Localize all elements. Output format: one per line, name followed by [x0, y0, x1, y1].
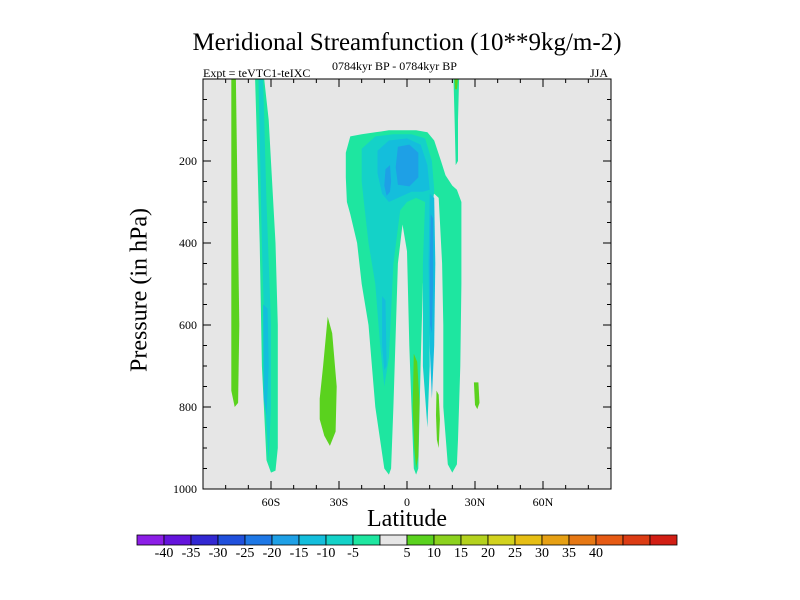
colorbar-label: 30 [535, 546, 549, 561]
colorbar-box [136, 534, 165, 546]
colorbar-box [541, 534, 570, 546]
colorbar-label: -40 [154, 546, 174, 561]
contour-region-sh-midlat-minus15 [263, 304, 269, 416]
season-label: JJA [590, 66, 609, 80]
colorbar-box [406, 534, 435, 546]
colorbar-label: 20 [481, 546, 495, 561]
colorbar-box [325, 534, 354, 546]
contour-region-tropics-minus20 [395, 144, 419, 187]
colorbar-box [298, 534, 327, 546]
y-tick-label: 1000 [173, 482, 197, 496]
colorbar-label: -25 [235, 546, 255, 561]
y-tick-label: 400 [179, 236, 197, 250]
colorbar-label: -15 [289, 546, 309, 561]
colorbar-box [271, 534, 300, 546]
colorbar-box [379, 534, 408, 546]
x-tick-label: 60N [533, 495, 554, 509]
colorbar-label: 10 [427, 546, 441, 561]
y-tick-label: 200 [179, 154, 197, 168]
colorbar-box [649, 534, 678, 546]
x-tick-label: 0 [404, 495, 410, 509]
colorbar-box [244, 534, 273, 546]
contour-region-nh-upper-plus5 [454, 79, 458, 90]
y-tick-label: 600 [179, 318, 197, 332]
colorbar-label: 25 [508, 546, 522, 561]
contour-region-trop-vertical-minus20 [429, 214, 434, 334]
colorbar-label: -20 [262, 546, 282, 561]
colorbar-label: -35 [181, 546, 201, 561]
period-label: 0784kyr BP - 0784kyr BP [332, 59, 457, 73]
colorbar-label: 5 [403, 546, 411, 561]
colorbar-box [217, 534, 246, 546]
colorbar-label: -10 [316, 546, 336, 561]
contour-region-tropics-minus20-sw [384, 165, 392, 196]
contour-region-nh-30n-plus5 [473, 382, 480, 410]
colorbar-label: 35 [562, 546, 576, 561]
colorbar-box [433, 534, 462, 546]
experiment-label: Expt = teVTC1-teIXC [203, 66, 311, 80]
colorbar-box [460, 534, 489, 546]
x-tick-label: 30N [465, 495, 486, 509]
colorbar-box [595, 534, 624, 546]
colorbar-box [190, 534, 219, 546]
x-tick-label: 60S [262, 495, 281, 509]
colorbar-label: -30 [208, 546, 228, 561]
colorbar-box [352, 534, 381, 546]
contour-region-sh-subtrop-plus5 [319, 316, 337, 446]
y-tick-label: 800 [179, 400, 197, 414]
chart-title: Meridional Streamfunction (10**9kg/m-2) [192, 29, 622, 56]
colorbar-box [163, 534, 192, 546]
colorbar-label: 15 [454, 546, 468, 561]
x-axis-label: Latitude [367, 506, 447, 532]
colorbar-label: 40 [589, 546, 603, 561]
colorbar-box [514, 534, 543, 546]
x-tick-label: 30S [330, 495, 349, 509]
colorbar-box [487, 534, 516, 546]
contour-region-tropics-minus10 [361, 134, 435, 428]
colorbar-box [568, 534, 597, 546]
contour-region-nh-upper-minus5 [453, 79, 460, 166]
contour-region-nh-sub-plus5 [412, 353, 420, 469]
contour-region-sh-tropic-midlevel-minus15 [382, 296, 387, 371]
contour-region-nh-sub-plus5-small [436, 390, 440, 448]
colorbar-label: -5 [347, 546, 359, 561]
contour-region-sh-high-lat-plus5 [231, 79, 240, 407]
colorbar-box [622, 534, 651, 546]
